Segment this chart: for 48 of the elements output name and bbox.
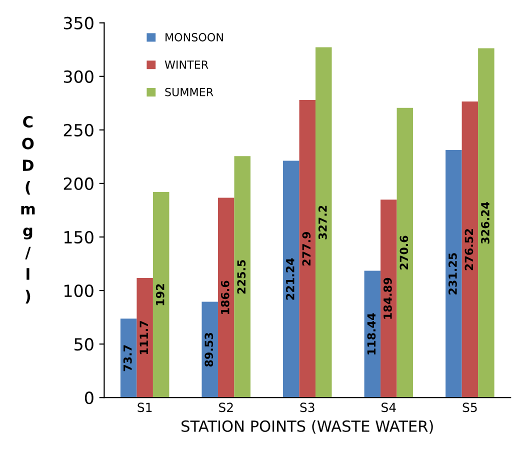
data-label: 327.2 (318, 206, 327, 240)
y-tick-label: 250 (64, 124, 94, 136)
bar (462, 102, 478, 398)
x-tick-label: S4 (382, 402, 396, 412)
data-label: 326.24 (481, 202, 490, 244)
bar (396, 108, 414, 398)
data-label: 270.6 (400, 236, 408, 270)
legend-label: WINTER (164, 60, 208, 69)
data-label: 221.24 (286, 258, 294, 300)
data-label: 225.5 (237, 260, 246, 294)
legend-label: MONSOON (166, 33, 223, 42)
bar (380, 200, 397, 398)
bar (446, 150, 462, 398)
data-label: 231.25 (448, 253, 457, 294)
y-tick-label: 300 (64, 70, 94, 83)
legend-label: SUMMER (165, 88, 214, 96)
bar (316, 47, 332, 398)
data-label: 192 (156, 284, 164, 306)
bar (202, 302, 218, 398)
data-label: 186.6 (220, 280, 230, 314)
data-label: 73.7 (123, 345, 132, 372)
bar (152, 192, 170, 398)
y-tick-label: 350 (64, 16, 94, 30)
bar (120, 318, 137, 398)
y-tick-label: 0 (84, 392, 94, 404)
data-label: 111.7 (140, 321, 148, 354)
data-label: 89.53 (204, 332, 214, 367)
x-tick-label: S3 (300, 402, 314, 412)
bar (234, 156, 250, 398)
bar (218, 198, 234, 398)
data-label: 184.89 (383, 278, 392, 319)
y-tick-label: 200 (64, 177, 94, 190)
data-label: 118.44 (367, 313, 376, 354)
text: COD (mg/l) (21, 116, 35, 304)
data-label: 277.9 (302, 232, 311, 266)
bar (478, 48, 494, 398)
x-tick-label: S2 (218, 402, 233, 412)
bar (364, 270, 381, 398)
bar (136, 278, 153, 398)
y-tick-label: 50 (74, 338, 94, 351)
data-label: 276.52 (464, 229, 474, 270)
y-tick-label: 100 (64, 284, 94, 298)
x-tick-label: S5 (462, 402, 477, 412)
y-tick-label: 150 (64, 230, 94, 244)
x-tick-label: S1 (138, 402, 152, 412)
x-axis-title: STATION POINTS (WASTE WATER) (182, 420, 433, 434)
bar (283, 160, 300, 398)
bar (299, 100, 316, 398)
